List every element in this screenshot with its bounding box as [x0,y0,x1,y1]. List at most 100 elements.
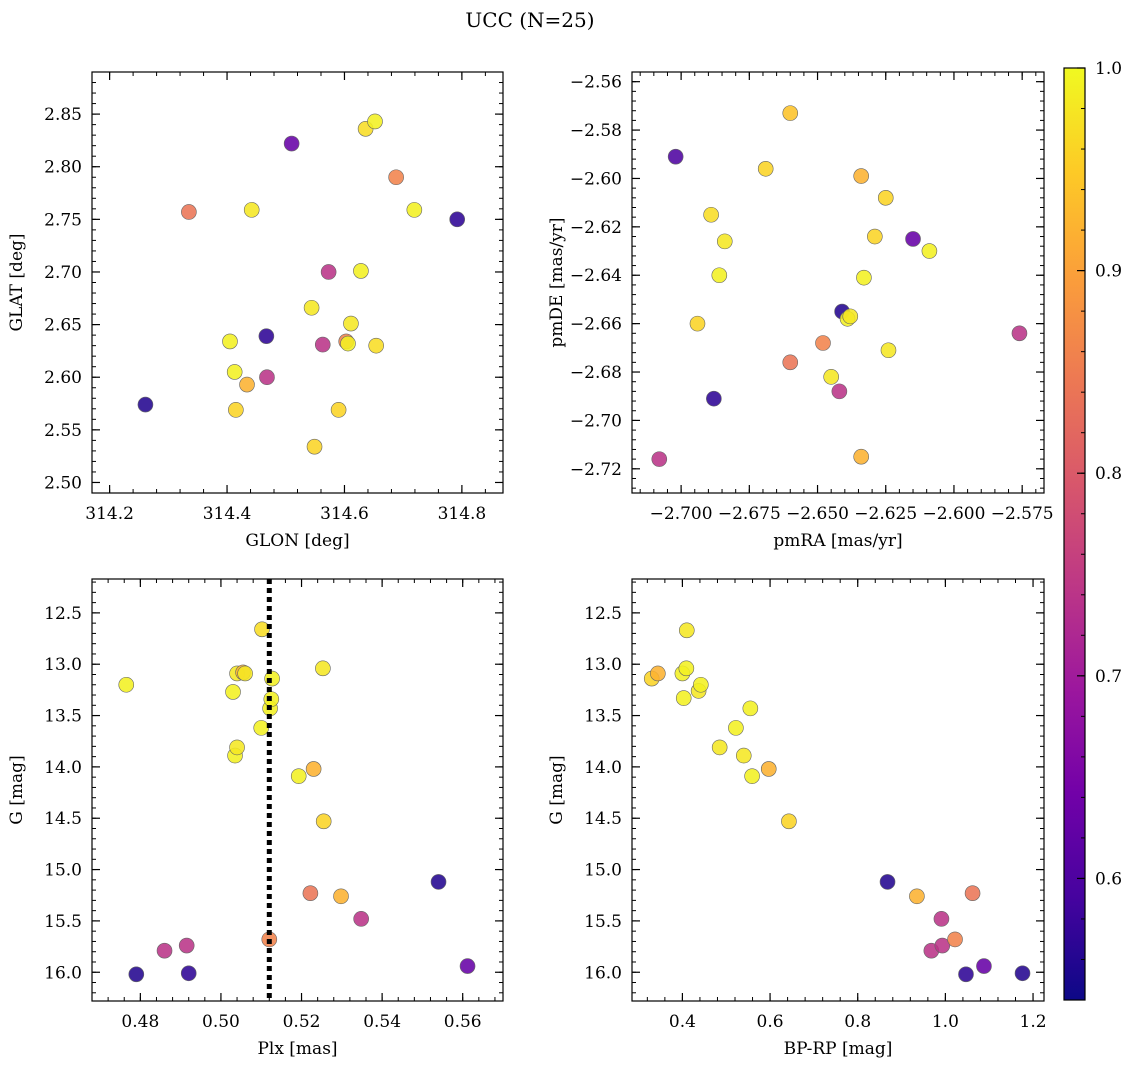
data-point [225,684,241,700]
data-point [831,383,848,400]
data-point [678,622,695,639]
data-point [306,438,323,455]
data-point [128,966,145,983]
y-axis-label: GLAT [deg] [7,233,27,331]
scatter-points [643,622,1031,983]
scatter-points [137,113,466,455]
data-point [909,888,925,905]
y-tick-label: 15.0 [44,861,82,881]
x-tick-label: 314.4 [203,504,252,524]
y-tick-label: 2.80 [44,158,82,178]
colorbar-tick-label: 0.7 [1095,667,1122,687]
data-point [367,113,383,130]
data-point [976,958,992,974]
plot-frame [631,71,1045,494]
data-point [760,761,777,777]
y-tick-label: 2.70 [44,263,82,283]
y-tick-label: −2.62 [570,218,622,238]
data-point [1014,965,1031,982]
data-point [921,243,938,259]
y-tick-label: 15.0 [584,861,622,881]
data-point [867,228,883,245]
y-tick-label: 2.75 [44,210,82,230]
scatter-points [651,105,1028,467]
data-point [459,958,476,974]
data-point [853,168,869,184]
data-point [934,937,951,954]
x-tick-label: −2.600 [922,504,985,524]
y-tick-label: 15.5 [44,912,82,932]
x-tick-label: 1.0 [932,1012,959,1032]
data-point [853,448,869,465]
x-tick-label: 0.50 [202,1012,240,1032]
data-point [283,135,300,152]
panel-plx-g: 0.48 0.50 0.52 0.54 0.56 12.5 13.0 13.5 14.0 14.5… [7,578,504,1059]
data-point [254,621,270,638]
data-point [782,105,799,121]
y-axis-label: G [mag] [7,755,27,824]
tick-marks [632,579,1044,1001]
data-point [678,660,695,677]
data-point [958,966,974,983]
data-point [728,720,744,736]
y-tick-label: 2.50 [44,473,82,493]
data-point [315,660,331,677]
scatter-points [118,621,476,983]
y-tick-label: 2.65 [44,316,82,336]
x-tick-label: 314.6 [320,504,369,524]
data-point [330,402,347,418]
x-tick-label: 0.8 [844,1012,871,1032]
data-point [742,700,759,717]
data-point [226,364,243,380]
data-point [880,342,897,359]
data-point [314,336,331,353]
data-point [1011,325,1028,342]
y-tick-label: 12.5 [44,604,82,624]
tick-marks [92,71,503,493]
data-point [815,335,831,351]
data-point [118,676,135,693]
panel-pmra-pmde: −2.700 −2.675 −2.650 −2.625 −2.600 −2.575 −2.7… [547,71,1054,551]
y-tick-label: 14.5 [44,809,82,829]
y-tick-label: 2.55 [44,421,82,441]
colorbar-tick-label: 0.9 [1095,262,1122,282]
data-point [180,965,197,982]
data-point [905,231,921,247]
data-point [877,190,894,206]
data-point [675,690,692,706]
y-tick-label: 13.0 [584,655,622,675]
x-tick-label: −2.625 [854,504,917,524]
data-point [856,269,872,286]
data-point [964,885,981,901]
y-tick-label: −2.68 [570,363,622,383]
data-point [156,942,173,959]
data-point [178,937,195,954]
plot-frame [91,578,504,1002]
x-tick-label: −2.650 [786,504,849,524]
data-point [782,354,799,371]
y-tick-label: 13.5 [584,707,622,727]
data-point [651,451,668,467]
data-point [711,267,728,284]
data-point [735,747,752,764]
data-point [239,376,255,393]
data-point [222,333,238,350]
data-point [253,720,270,736]
y-tick-label: −2.58 [570,121,622,141]
x-tick-label: 0.52 [283,1012,321,1032]
y-tick-label: 16.0 [584,963,622,983]
data-point [320,264,337,280]
data-point [353,911,369,927]
y-tick-label: 2.85 [44,105,82,125]
x-tick-label: 0.56 [444,1012,482,1032]
data-point [259,369,275,386]
data-point [711,739,728,756]
y-tick-label: −2.70 [570,411,622,431]
data-point [823,369,839,385]
data-point [947,931,963,948]
data-point [181,204,197,220]
data-point [305,761,322,777]
data-point [757,160,774,177]
data-point [243,202,260,218]
